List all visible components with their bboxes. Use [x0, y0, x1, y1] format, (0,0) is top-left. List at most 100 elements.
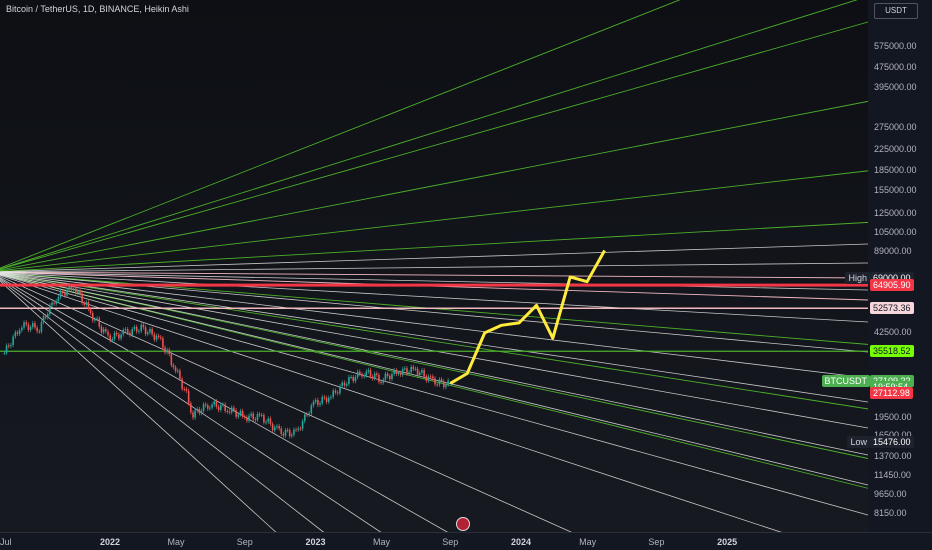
y-tick-label: 125000.00 — [874, 208, 917, 219]
candle-body — [53, 302, 55, 304]
chart-title: Bitcoin / TetherUS, 1D, BINANCE, Heikin … — [6, 4, 189, 14]
time-axis[interactable] — [0, 532, 932, 550]
candle-body — [31, 323, 34, 328]
currency-button[interactable]: USDT — [874, 3, 918, 19]
candle-body — [40, 322, 43, 332]
fan-line-white — [0, 274, 869, 486]
price-tag-name: BTCUSDT — [821, 374, 870, 387]
candle-body — [211, 404, 213, 408]
candle-body — [25, 322, 28, 325]
price-tag-name: Low — [847, 436, 870, 449]
candle-body — [131, 329, 134, 336]
candle-body — [124, 329, 127, 331]
candle-body — [345, 384, 348, 386]
candle-body — [164, 347, 166, 353]
y-tick-label: 19500.00 — [874, 412, 912, 422]
candle-body — [77, 290, 79, 294]
candle-body — [427, 376, 430, 381]
candle-body — [176, 370, 179, 372]
y-tick-label: 16500.00 — [874, 430, 912, 441]
fan-line-pink — [0, 271, 869, 279]
candle-body — [179, 370, 181, 379]
price-tag-value: 35518.52 — [870, 345, 914, 358]
y-tick-label: 11450.00 — [874, 470, 911, 481]
candle-body — [220, 405, 222, 411]
candle-body — [295, 429, 297, 431]
candle-body — [192, 412, 194, 418]
fan-line-white — [0, 277, 471, 546]
candle-body — [38, 331, 41, 333]
candle-body — [327, 397, 330, 402]
candle-body — [367, 369, 370, 372]
candle-body — [27, 324, 30, 331]
candle-body — [209, 407, 211, 409]
flag-icon[interactable] — [456, 517, 470, 531]
candle-body — [432, 376, 434, 379]
candle-body — [200, 410, 203, 414]
candle-body — [312, 401, 315, 406]
candle-body — [365, 371, 368, 376]
y-tick-label: 89000.00 — [874, 245, 912, 256]
candle-body — [339, 386, 341, 394]
candle-body — [129, 332, 131, 336]
fan-line-green — [0, 221, 876, 272]
candle-body — [447, 380, 449, 385]
candle-body — [321, 396, 324, 404]
candle-body — [352, 377, 355, 382]
candle-body — [235, 410, 237, 417]
candle-body — [332, 390, 335, 397]
candle-body — [91, 313, 94, 321]
candle-body — [23, 322, 25, 328]
candle-body — [81, 293, 83, 304]
candle-body — [382, 379, 385, 383]
candle-body — [72, 288, 75, 290]
y-tick-label: 475000.00 — [874, 61, 917, 72]
candle-body — [36, 327, 38, 332]
candle-body — [442, 381, 445, 388]
fan-line-green — [0, 0, 681, 269]
candle-body — [291, 434, 293, 437]
y-tick-label: 13700.00 — [874, 450, 912, 461]
candle-body — [288, 430, 291, 437]
price-tag-value: 27112.98 — [870, 387, 913, 400]
candle-body — [237, 414, 240, 417]
y-tick-label: 225000.00 — [874, 143, 917, 154]
candle-body — [133, 326, 136, 330]
x-tick-label: Sep — [648, 537, 665, 547]
candle-body — [183, 388, 186, 390]
candle-body — [79, 290, 81, 294]
fan-line-white — [0, 274, 821, 546]
candle-body — [412, 366, 415, 369]
candle-body — [306, 414, 308, 416]
candle-body — [378, 374, 380, 382]
candle-body — [185, 389, 188, 391]
candle-body — [61, 291, 64, 294]
candle-body — [293, 429, 295, 435]
candle-body — [111, 339, 114, 341]
candle-body — [388, 375, 391, 380]
candle-body — [341, 382, 344, 387]
candle-body — [330, 396, 332, 398]
candle-body — [44, 316, 47, 318]
candle-body — [280, 428, 283, 434]
candle-body — [273, 427, 276, 431]
candle-body — [386, 373, 389, 376]
fan-line-green — [0, 273, 876, 411]
candle-body — [202, 404, 205, 411]
candle-body — [343, 382, 346, 386]
candle-body — [155, 335, 158, 340]
candle-body — [14, 332, 17, 337]
candle-body — [336, 392, 339, 394]
candle-body — [286, 430, 289, 432]
candle-body — [239, 410, 242, 415]
candle-body — [406, 368, 408, 374]
candle-body — [102, 329, 105, 333]
candle-body — [410, 366, 412, 373]
candle-body — [198, 408, 201, 414]
candle-body — [57, 297, 60, 302]
candle-body — [206, 405, 209, 409]
candle-body — [301, 421, 304, 429]
fan-line-white — [0, 278, 401, 546]
candle-body — [94, 319, 96, 321]
